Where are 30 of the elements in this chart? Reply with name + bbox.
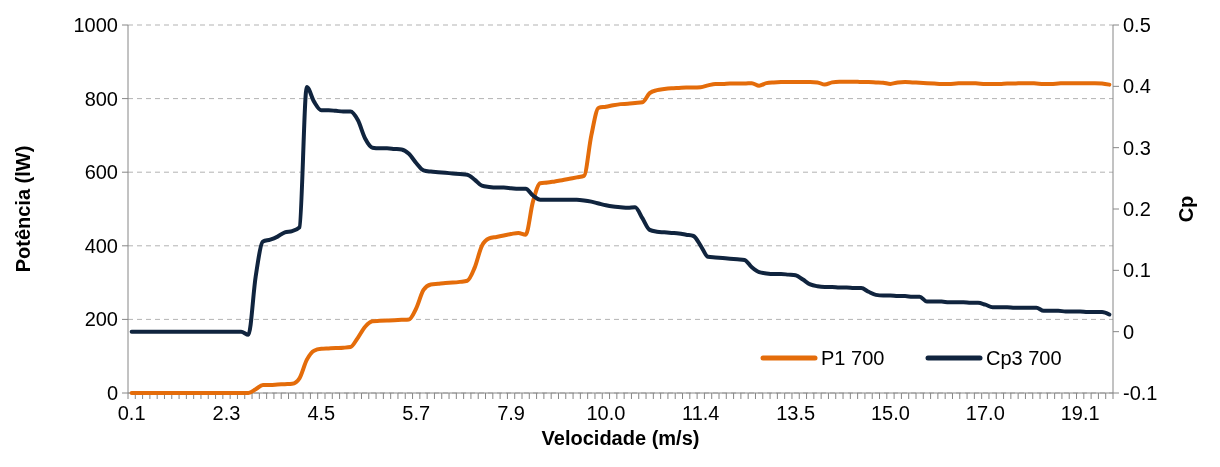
x-tick-label: 4.5	[307, 402, 336, 424]
y-tick-label: 600	[84, 161, 118, 184]
y-tick-label: 0	[106, 382, 118, 404]
y2-tick-label: 0	[1123, 320, 1135, 343]
y2-tick-label: 0.2	[1123, 198, 1151, 220]
legend-label: Cp3 700	[986, 347, 1062, 369]
legend-label: P1 700	[821, 347, 885, 369]
x-tick-label: 0.1	[117, 402, 146, 424]
x-tick-label: 17.0	[965, 402, 1005, 424]
y-axis-title: Potência (lW)	[12, 145, 34, 273]
x-tick-label: 5.7	[402, 402, 431, 424]
y-tick-label: 800	[84, 87, 118, 110]
y-tick-label: 1000	[73, 14, 118, 36]
x-tick-label: 15.0	[870, 402, 910, 424]
x-tick-label: 2.3	[212, 402, 241, 424]
x-tick-label: 13.5	[776, 402, 816, 424]
x-tick-label: 11.4	[682, 402, 720, 424]
x-tick-label: 7.9	[497, 402, 525, 424]
y-tick-label: 400	[84, 234, 118, 257]
x-axis-title: Velocidade (m/s)	[541, 427, 700, 449]
y2-axis-title: Cp	[1175, 195, 1197, 223]
y2-tick-label: 0.3	[1123, 136, 1151, 159]
line-series	[129, 84, 1112, 337]
y2-tick-label: 0.4	[1123, 75, 1151, 98]
y-tick-label: 200	[84, 308, 118, 331]
x-tick-label: 19.1	[1060, 402, 1100, 424]
x-tick-label: 10.0	[586, 402, 626, 424]
y2-tick-label: 0.5	[1123, 14, 1151, 36]
y2-tick-label: -0.1	[1123, 382, 1158, 404]
y2-tick-label: 0.1	[1123, 259, 1151, 282]
